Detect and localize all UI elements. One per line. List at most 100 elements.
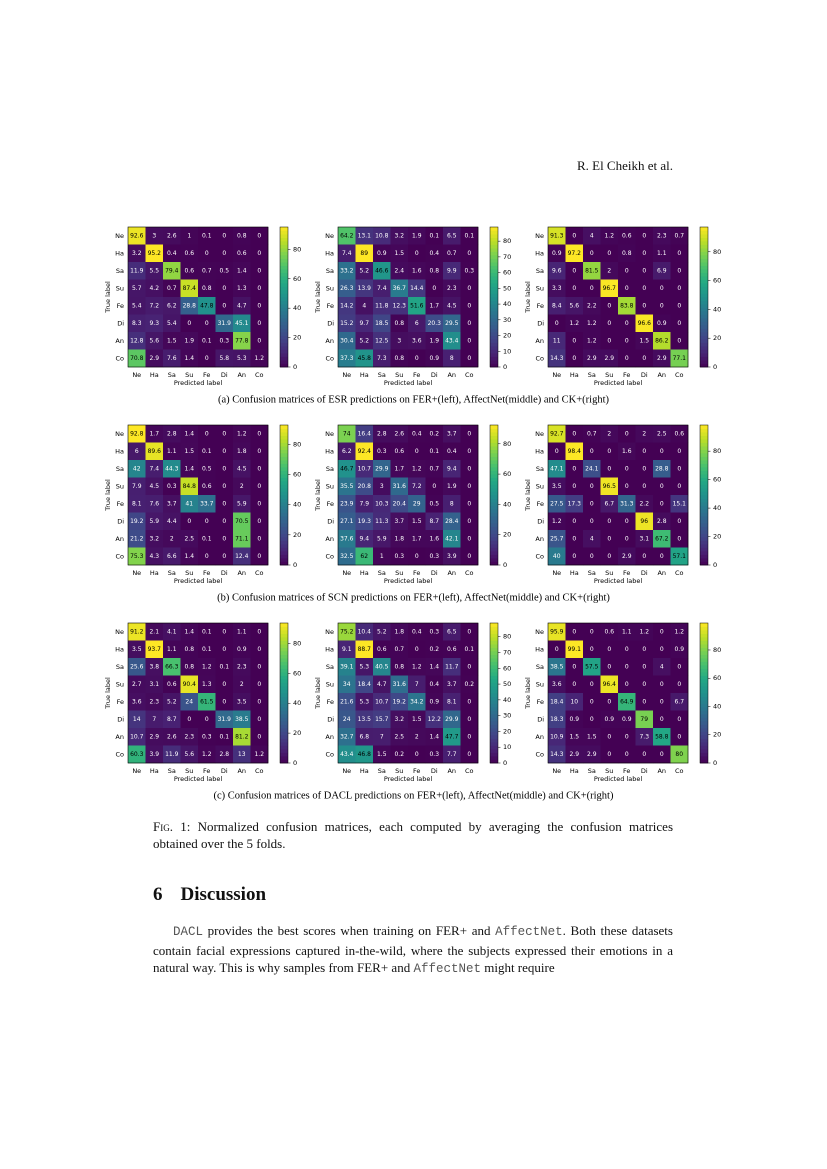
cell: [408, 710, 426, 729]
y-tick-label: Sa: [536, 267, 544, 275]
cell-label: 0: [642, 553, 646, 560]
cell: [180, 693, 199, 711]
colorbar-step: [490, 230, 498, 235]
cell-label: 7.6: [167, 355, 177, 362]
cell: [600, 349, 619, 368]
x-axis-label: Predicted label: [594, 379, 642, 387]
cell-label: 29.9: [445, 716, 459, 723]
colorbar-step: [280, 696, 288, 701]
colorbar-step: [280, 495, 288, 499]
cell: [145, 710, 164, 729]
cell-label: 1.5: [639, 337, 649, 344]
cell-label: 0: [677, 250, 681, 257]
cell-label: 0: [677, 518, 681, 525]
cell-label: 0: [607, 751, 611, 758]
cell: [198, 530, 216, 548]
cell-label: 1.3: [237, 285, 247, 292]
cell-label: 0: [660, 553, 664, 560]
colorbar-step: [280, 686, 288, 690]
cell: [583, 675, 601, 694]
y-tick-label: Ha: [535, 645, 544, 653]
cell-label: 8.1: [132, 500, 142, 507]
cell-label: 19.2: [393, 698, 407, 705]
cell-label: 98.4: [568, 448, 582, 455]
colorbar-step: [700, 425, 708, 429]
y-tick-label: An: [535, 337, 544, 345]
cell: [145, 332, 164, 350]
cell: [338, 279, 356, 298]
colorbar-step: [490, 446, 498, 450]
colorbar-step: [700, 530, 708, 534]
cell-label: 47.8: [200, 302, 214, 309]
cell-label: 10.7: [358, 465, 372, 472]
cell: [600, 244, 619, 263]
colorbar-step: [280, 481, 288, 485]
colorbar-step: [280, 658, 288, 662]
colorbar-step: [700, 307, 708, 312]
cell: [670, 728, 689, 746]
cell: [600, 547, 619, 566]
colorbar-step: [490, 488, 498, 492]
cell-label: 1.2: [639, 628, 649, 635]
x-tick-label: An: [657, 767, 666, 775]
colorbar-step: [490, 328, 498, 333]
colorbar-step: [490, 442, 498, 447]
colorbar-step: [280, 661, 288, 666]
cell: [565, 495, 584, 513]
cell-label: 0: [257, 698, 261, 705]
x-tick-label: Ne: [342, 767, 351, 775]
colorbar-step: [490, 679, 498, 683]
plot-frame: [127, 226, 269, 368]
cell: [373, 297, 391, 315]
colorbar-step: [280, 547, 288, 552]
cell-label: 1.7: [149, 430, 159, 437]
cell: [355, 693, 374, 711]
colorbar-step: [700, 661, 708, 666]
cell: [198, 512, 216, 531]
colorbar-tick-label: 50: [503, 680, 511, 688]
cell-label: 46.6: [375, 267, 389, 274]
colorbar-step: [280, 346, 288, 350]
colorbar-step: [490, 234, 498, 238]
cell-label: 1.2: [202, 663, 212, 670]
plot-frame: [337, 226, 479, 368]
x-tick-label: Di: [221, 371, 228, 379]
x-tick-label: Co: [675, 569, 684, 577]
cell: [460, 675, 479, 694]
colorbar-step: [280, 745, 288, 750]
cell-label: 4.5: [149, 483, 159, 490]
cell: [425, 640, 444, 659]
colorbar-step: [280, 342, 288, 347]
cell-label: 0: [590, 285, 594, 292]
cell-label: 0.3: [202, 733, 212, 740]
colorbar-step: [700, 325, 708, 329]
cell: [653, 279, 671, 298]
cell: [373, 460, 391, 478]
cell: [618, 623, 636, 641]
y-tick-label: Co: [535, 354, 544, 362]
cell: [373, 442, 391, 461]
cell: [618, 314, 636, 333]
cell-label: 2.8: [657, 518, 667, 525]
cell: [215, 442, 234, 461]
colorbar-step: [700, 456, 708, 461]
cell: [408, 227, 426, 245]
cell-label: 33.7: [200, 500, 214, 507]
colorbar-step: [490, 342, 498, 347]
cell: [145, 640, 164, 659]
cell: [635, 745, 654, 764]
cell-label: 1.9: [184, 337, 194, 344]
caption-label: Fig. 1:: [153, 819, 191, 834]
colorbar-step: [280, 230, 288, 235]
cell: [618, 675, 636, 694]
cell-label: 0: [205, 518, 209, 525]
cell: [338, 658, 356, 676]
colorbar-step: [490, 325, 498, 329]
x-tick-label: An: [447, 569, 456, 577]
x-tick-label: Co: [465, 371, 474, 379]
cell-label: 0.8: [622, 250, 632, 257]
cell-label: 13.5: [358, 716, 372, 723]
cell-label: 0: [222, 448, 226, 455]
cell: [145, 623, 164, 641]
cell: [198, 675, 216, 694]
